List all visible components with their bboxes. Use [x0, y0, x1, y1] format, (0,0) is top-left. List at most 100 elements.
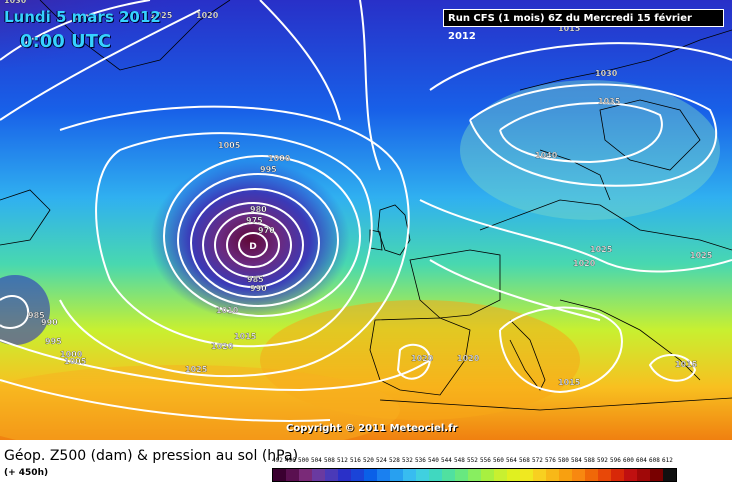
- scale-color-cell: [494, 469, 507, 481]
- isobars: [0, 0, 732, 421]
- scale-color-cell: [481, 469, 494, 481]
- scale-tick-label: 540: [428, 457, 439, 464]
- isobar-label: 1000: [268, 154, 291, 163]
- isobar-label: 1020: [411, 354, 434, 363]
- isobar-label: 1025: [690, 251, 713, 260]
- scale-tick-label: 584: [571, 457, 582, 464]
- isobar-label: 1025: [590, 245, 613, 254]
- isobar-label: 995: [45, 337, 62, 346]
- lead-time: (+ 450h): [4, 468, 49, 478]
- isobar-label: 1040: [535, 151, 558, 160]
- scale-tick-label: 504: [311, 457, 322, 464]
- scale-color-cell: [416, 469, 429, 481]
- scale-color-cell: [390, 469, 403, 481]
- scale-color-cell: [377, 469, 390, 481]
- map-caption: Géop. Z500 (dam) & pression au sol (hPa): [4, 448, 299, 464]
- scale-color-cell: [403, 469, 416, 481]
- isobar-label: 1000: [60, 350, 83, 359]
- scale-color-cell: [611, 469, 624, 481]
- isobar-label: 1020: [196, 11, 219, 20]
- scale-color-cell: [572, 469, 585, 481]
- scale-tick-label: 556: [480, 457, 491, 464]
- isobar-label: 985: [247, 275, 264, 284]
- isobar-label: 1020: [573, 259, 596, 268]
- scale-color-cell: [429, 469, 442, 481]
- scale-color-cell: [585, 469, 598, 481]
- scale-tick-label: 548: [454, 457, 465, 464]
- scale-color-cell: [351, 469, 364, 481]
- isobar-label: 1015: [558, 24, 581, 33]
- isobar-label: 1025: [185, 365, 208, 374]
- scale-color-cell: [442, 469, 455, 481]
- scale-tick-label: 532: [402, 457, 413, 464]
- scale-tick-label: 536: [415, 457, 426, 464]
- scale-tick-label: 496: [285, 457, 296, 464]
- scale-color-cell: [624, 469, 637, 481]
- scale-tick-label: 564: [506, 457, 517, 464]
- scale-color-cell: [286, 469, 299, 481]
- isobar-label: 1020: [211, 342, 234, 351]
- scale-tick-label: 580: [558, 457, 569, 464]
- isobar-label: 1020: [457, 354, 480, 363]
- isobar-label: 995: [260, 165, 277, 174]
- isobar-label: 975: [246, 216, 263, 225]
- scale-color-cell: [507, 469, 520, 481]
- scandinavia-ridge-area: [460, 80, 720, 220]
- scale-tick-label: 552: [467, 457, 478, 464]
- forecast-time: 0:00 UTC: [20, 31, 112, 52]
- scale-tick-label: 520: [363, 457, 374, 464]
- isobar-label: 1005: [64, 357, 87, 366]
- scale-color-cell: [312, 469, 325, 481]
- scale-color-cell: [663, 469, 676, 481]
- scale-color-cell: [637, 469, 650, 481]
- isobar-label: 985: [28, 311, 45, 320]
- scale-tick-label: 568: [519, 457, 530, 464]
- color-scale-bar: [272, 468, 677, 482]
- isobar-label: 1030: [595, 69, 618, 78]
- isobar-label: 990: [250, 284, 267, 293]
- scale-color-cell: [338, 469, 351, 481]
- isobar-label: 1030: [4, 0, 27, 5]
- scale-color-cell: [598, 469, 611, 481]
- scale-color-cell: [559, 469, 572, 481]
- scale-tick-label: 516: [350, 457, 361, 464]
- scale-color-cell: [299, 469, 312, 481]
- scale-tick-label: 512: [337, 457, 348, 464]
- isobar-label: 1015: [234, 332, 257, 341]
- copyright: Copyright © 2011 Meteociel.fr: [286, 423, 458, 434]
- isobar-label: 980: [250, 205, 267, 214]
- scale-color-cell: [520, 469, 533, 481]
- isobar-label: 1035: [598, 97, 621, 106]
- scale-tick-label: 528: [389, 457, 400, 464]
- isobar-label: 970: [258, 226, 275, 235]
- scale-tick-label: 612: [662, 457, 673, 464]
- isobar-label: 1010: [216, 306, 239, 315]
- scale-color-cell: [546, 469, 559, 481]
- scale-tick-label: 588: [584, 457, 595, 464]
- scale-color-cell: [364, 469, 377, 481]
- scale-tick-label: 560: [493, 457, 504, 464]
- scale-tick-label: 576: [545, 457, 556, 464]
- scale-tick-label: 608: [649, 457, 660, 464]
- isobar-label: 1015: [675, 360, 698, 369]
- scale-tick-label: 508: [324, 457, 335, 464]
- color-scale-ticks: 492 496 500 504 508 512 516 520 524 528 532 536 540 5…: [272, 457, 675, 464]
- scale-color-cell: [468, 469, 481, 481]
- scale-color-cell: [455, 469, 468, 481]
- scale-color-cell: [533, 469, 546, 481]
- scale-tick-label: 544: [441, 457, 452, 464]
- scale-tick-label: 500: [298, 457, 309, 464]
- high-latitude-trough: [0, 0, 320, 150]
- scale-color-cell: [273, 469, 286, 481]
- scale-tick-label: 600: [623, 457, 634, 464]
- scale-tick-label: 596: [610, 457, 621, 464]
- scale-color-cell: [325, 469, 338, 481]
- atlantic-low-area: [150, 160, 350, 320]
- isobar-label: 1025: [150, 11, 173, 20]
- isobar-label: 1005: [218, 141, 241, 150]
- isobar-label: 1015: [558, 378, 581, 387]
- run-info: Run CFS (1 mois) 6Z du Mercredi 15 févri…: [443, 9, 724, 42]
- scale-tick-label: 524: [376, 457, 387, 464]
- scale-tick-label: 572: [532, 457, 543, 464]
